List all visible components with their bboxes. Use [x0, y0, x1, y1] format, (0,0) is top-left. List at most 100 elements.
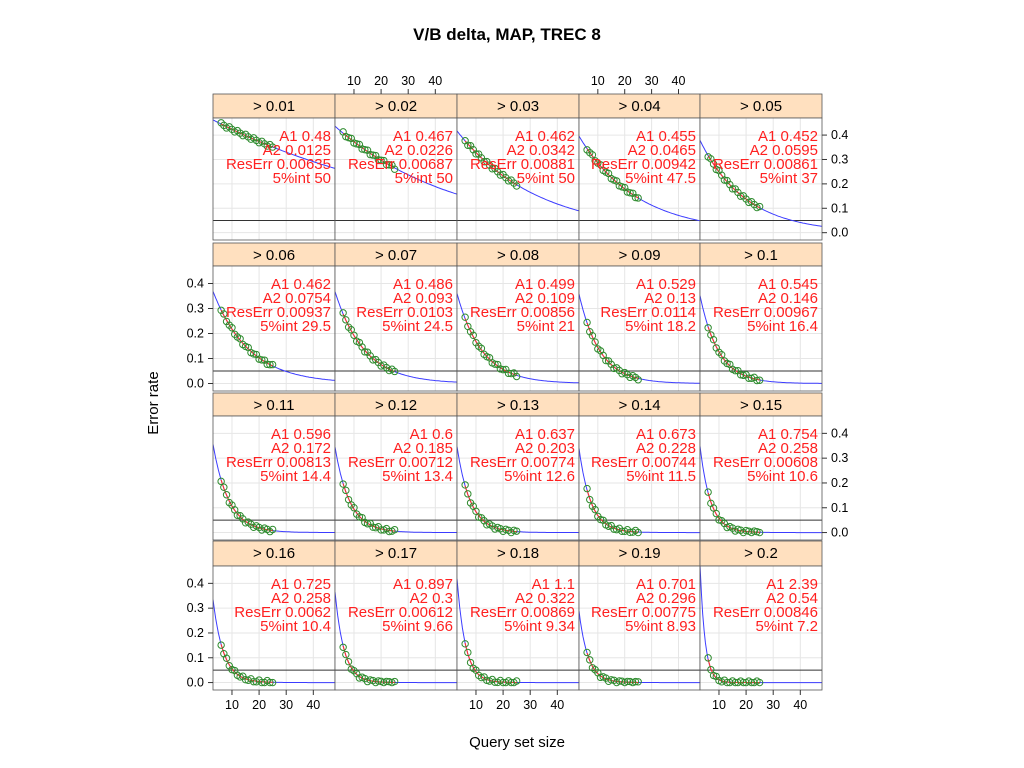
annotation-a1: A1 0.897: [393, 576, 453, 593]
plot-content: [457, 416, 579, 540]
x-tick-label: 40: [550, 698, 564, 712]
x-tick-label: 10: [591, 74, 605, 88]
strip-label: > 0.09: [618, 247, 660, 264]
annotation-a1: A1 0.545: [758, 276, 818, 293]
annotation-a1: A1 0.467: [393, 128, 453, 145]
data-point: [634, 678, 642, 686]
strip-label: > 0.01: [253, 98, 295, 115]
annotation-a1: A1 0.754: [758, 426, 818, 443]
data-point: [499, 678, 507, 687]
data-point: [753, 376, 761, 385]
y-tick-label: 0.0: [187, 377, 204, 391]
plot-area: [213, 266, 335, 391]
data-point: [382, 160, 391, 169]
data-point: [342, 316, 350, 324]
data-point: [739, 678, 748, 687]
plot-content: [579, 566, 700, 690]
annotation-5int: 5%int 7.2: [755, 618, 818, 635]
annotation-reserr: ResErr 0.00813: [226, 454, 331, 471]
annotation-5int: 5%int 21: [517, 318, 575, 335]
strip-label: > 0.04: [618, 98, 660, 115]
strip-label: > 0.14: [618, 397, 660, 414]
plot-area: [335, 416, 457, 540]
data-point: [339, 309, 347, 317]
annotation-a2: A2 0.258: [758, 440, 818, 457]
data-point: [461, 481, 469, 489]
annotation-a2: A2 0.185: [393, 440, 453, 457]
y-tick-label: 0.4: [187, 576, 204, 590]
plot-area: [213, 416, 335, 540]
data-point: [461, 640, 469, 648]
data-point: [464, 648, 472, 657]
data-point: [626, 189, 634, 197]
annotation-5int: 5%int 50: [395, 170, 453, 187]
data-point: [390, 677, 399, 686]
x-axis-title: Query set size: [469, 734, 565, 751]
panel-border: [699, 265, 823, 392]
data-point: [615, 677, 624, 685]
data-point: [342, 650, 350, 659]
plot-content: [579, 118, 700, 240]
y-tick-label: 0.0: [187, 676, 204, 690]
x-tick-label: 20: [496, 698, 510, 712]
plot-area: [700, 118, 822, 240]
plot-content: [579, 266, 700, 391]
chart-title: V/B delta, MAP, TREC 8: [413, 25, 601, 44]
strip-label: > 0.06: [253, 247, 295, 264]
y-tick-label: 0.1: [187, 651, 204, 665]
plot-area: [579, 118, 700, 240]
plot-content: [457, 266, 579, 391]
data-point: [366, 150, 374, 159]
plot-content: [579, 416, 700, 540]
data-point: [512, 527, 521, 535]
data-point: [588, 151, 597, 159]
strip-label: > 0.2: [744, 545, 778, 562]
data-point: [610, 525, 618, 533]
annotation-a1: A1 0.6: [410, 426, 453, 443]
data-point: [618, 527, 626, 536]
y-tick-label: 0.2: [831, 476, 848, 490]
data-point: [596, 673, 605, 682]
data-point: [369, 151, 377, 159]
annotation-a2: A2 0.0465: [628, 142, 696, 159]
annotation-reserr: ResErr 0.00869: [470, 604, 575, 621]
data-point: [477, 344, 486, 353]
data-point: [512, 677, 521, 685]
annotation-reserr: ResErr 0.00881: [470, 156, 575, 173]
data-point: [583, 484, 591, 493]
annotation-reserr: ResErr 0.00942: [591, 156, 696, 173]
annotation-a1: A1 0.462: [271, 276, 331, 293]
data-point: [390, 367, 399, 376]
annotation-reserr: ResErr 0.0103: [356, 304, 453, 321]
x-tick-label: 10: [225, 698, 239, 712]
plot-content: [700, 566, 822, 690]
annotation-5int: 5%int 9.34: [504, 618, 575, 635]
data-point: [220, 310, 228, 318]
data-point: [249, 350, 258, 358]
annotation-5int: 5%int 9.66: [382, 618, 453, 635]
strip-label: > 0.15: [740, 397, 782, 414]
annotation-5int: 5%int 10.4: [260, 618, 331, 635]
annotation-a1: A1 0.701: [636, 576, 696, 593]
plot-content: [335, 266, 457, 391]
data-point: [249, 678, 258, 686]
data-point: [591, 338, 599, 346]
annotation-a1: A1 2.39: [766, 576, 818, 593]
strip-label: > 0.05: [740, 98, 782, 115]
data-point: [755, 678, 764, 687]
annotation-a2: A2 0.0125: [263, 142, 331, 159]
plot-area: [213, 566, 335, 690]
x-tick-label: 30: [401, 74, 415, 88]
annotation-a1: A1 1.1: [532, 576, 575, 593]
annotation-a2: A2 0.109: [515, 290, 575, 307]
annotation-reserr: ResErr 0.00712: [348, 454, 453, 471]
annotation-5int: 5%int 24.5: [382, 318, 453, 335]
data-point: [634, 194, 642, 202]
y-tick-label: 0.4: [187, 277, 204, 291]
